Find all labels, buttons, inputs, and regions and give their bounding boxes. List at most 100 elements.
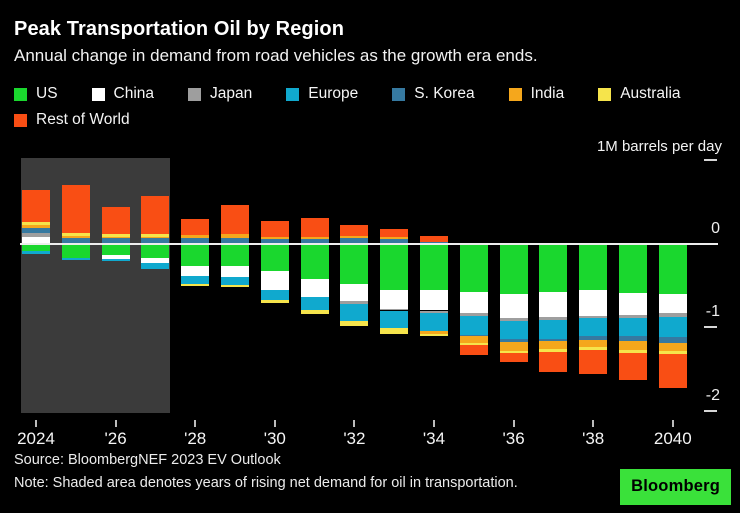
legend: US China Japan Europe S. Korea India Australia… bbox=[14, 84, 714, 130]
bar-segment-japan-2033 bbox=[380, 308, 409, 311]
chart-title: Peak Transportation Oil by Region bbox=[14, 18, 345, 40]
bar-segment-s-korea-2031 bbox=[300, 239, 329, 244]
legend-label: China bbox=[113, 85, 155, 102]
x-tick-26 bbox=[114, 420, 117, 427]
bar-segment-china-2040 bbox=[658, 293, 687, 313]
y-tick-1 bbox=[704, 158, 717, 161]
bar-segment-europe-2039 bbox=[619, 318, 647, 337]
bar-segment-australia-2025 bbox=[61, 232, 90, 236]
bar-segment-europe-2040 bbox=[658, 317, 687, 338]
bar-segment-europe-2034 bbox=[420, 313, 448, 331]
bar-segment-europe-2031 bbox=[300, 297, 329, 310]
bar-segment-rest-of-world-2032 bbox=[340, 225, 369, 236]
bar-segment-s-korea-2025 bbox=[61, 238, 90, 244]
bar-segment-rest-of-world-2024 bbox=[22, 189, 50, 222]
bar-segment-china-2037 bbox=[539, 292, 568, 318]
bar-segment-india-2039 bbox=[619, 341, 647, 350]
bar-segment-china-2027 bbox=[141, 257, 170, 263]
bar-segment-europe-2025 bbox=[61, 257, 90, 261]
bar-segment-china-2035 bbox=[459, 292, 488, 313]
bar-segment-europe-2027 bbox=[141, 262, 170, 269]
bar-segment-rest-of-world-2036 bbox=[499, 353, 528, 363]
bar-segment-europe-2038 bbox=[579, 318, 608, 336]
x-tick-label-30: '30 bbox=[263, 429, 286, 448]
legend-item-europe: Europe bbox=[286, 84, 358, 104]
legend-swatch bbox=[91, 87, 105, 101]
bar-segment-us-2037 bbox=[539, 243, 568, 293]
bar-segment-australia-2032 bbox=[340, 320, 369, 326]
bar-segment-us-2029 bbox=[221, 243, 249, 267]
x-tick-label-36: '36 bbox=[502, 429, 525, 448]
y-tick--1 bbox=[704, 326, 717, 329]
bar-segment-india-2033 bbox=[380, 236, 409, 240]
bar-segment-europe-2033 bbox=[380, 310, 409, 329]
bar-segment-us-2038 bbox=[579, 243, 608, 291]
bar-segment-europe-2037 bbox=[539, 319, 568, 339]
x-tick-30 bbox=[273, 420, 276, 427]
bar-segment-india-2034 bbox=[420, 330, 448, 334]
x-tick-label-26: '26 bbox=[104, 429, 127, 448]
bar-segment-india-2040 bbox=[658, 343, 687, 351]
legend-swatch bbox=[14, 113, 27, 127]
bar-segment-india-2027 bbox=[141, 236, 170, 239]
bar-segment-china-2039 bbox=[619, 292, 647, 315]
zero-baseline bbox=[20, 242, 718, 245]
x-tick-label-38: '38 bbox=[582, 429, 605, 448]
bar-segment-europe-2026 bbox=[101, 258, 130, 262]
bar-segment-australia-2034 bbox=[420, 333, 448, 337]
legend-label: Rest of World bbox=[36, 111, 130, 128]
bar-segment-us-2036 bbox=[499, 243, 528, 294]
bar-segment-s-korea-2026 bbox=[101, 238, 130, 244]
bar-segment-rest-of-world-2040 bbox=[658, 354, 687, 388]
y-tick-label-0: 0 bbox=[711, 219, 720, 237]
bar-segment-china-2033 bbox=[380, 290, 409, 309]
legend-swatch bbox=[286, 87, 300, 101]
legend-swatch bbox=[598, 87, 612, 101]
bar-segment-china-2036 bbox=[499, 293, 528, 319]
bar-segment-china-2032 bbox=[340, 283, 369, 302]
x-tick-32 bbox=[353, 420, 356, 427]
bar-segment-japan-2035 bbox=[459, 313, 488, 316]
bar-segment-japan-2037 bbox=[539, 317, 568, 320]
bar-segment-europe-2032 bbox=[340, 303, 369, 321]
bar-segment-china-2030 bbox=[260, 271, 289, 290]
source-text: Source: BloombergNEF 2023 EV Outlook bbox=[14, 452, 281, 468]
bar-segment-china-2024 bbox=[22, 236, 50, 244]
legend-label: S. Korea bbox=[414, 85, 475, 102]
bar-segment-us-2031 bbox=[300, 243, 329, 279]
bloomberg-logo: Bloomberg bbox=[620, 469, 731, 505]
bar-segment-europe-2029 bbox=[221, 277, 249, 285]
bar-segment-australia-2039 bbox=[619, 349, 647, 354]
bar-segment-australia-2030 bbox=[260, 300, 289, 303]
bar-segment-s-korea-2040 bbox=[658, 337, 687, 344]
bar-segment-rest-of-world-2025 bbox=[61, 184, 90, 233]
bar-segment-australia-2035 bbox=[459, 343, 488, 345]
bar-segment-japan-2038 bbox=[579, 315, 608, 319]
bar-segment-rest-of-world-2035 bbox=[459, 344, 488, 355]
x-tick-label-34: '34 bbox=[422, 429, 446, 448]
bar-segment-us-2035 bbox=[459, 243, 488, 293]
bar-segment-china-2026 bbox=[101, 255, 130, 259]
bar-segment-europe-2028 bbox=[181, 276, 210, 284]
x-tick-36 bbox=[512, 420, 515, 427]
legend-swatch bbox=[392, 87, 406, 101]
y-tick-label--1: -1 bbox=[705, 303, 720, 321]
bar-segment-rest-of-world-2029 bbox=[221, 204, 249, 235]
y-axis-unit-label: 1M barrels per day bbox=[596, 138, 722, 155]
bar-segment-us-2025 bbox=[61, 243, 90, 258]
legend-item-s-korea: S. Korea bbox=[392, 84, 475, 104]
bar-segment-australia-2033 bbox=[380, 328, 409, 334]
bar-segment-australia-2038 bbox=[579, 347, 608, 350]
bar-segment-rest-of-world-2026 bbox=[101, 206, 130, 235]
bar-segment-europe-2036 bbox=[499, 320, 528, 339]
bar-segment-us-2028 bbox=[181, 243, 210, 267]
bar-segment-japan-2024 bbox=[22, 233, 50, 237]
bar-segment-rest-of-world-2031 bbox=[300, 218, 329, 237]
legend-item-japan: Japan bbox=[188, 84, 252, 104]
chart-subtitle: Annual change in demand from road vehicl… bbox=[14, 46, 538, 65]
bar-segment-us-2032 bbox=[340, 243, 369, 284]
bar-segment-india-2038 bbox=[579, 339, 608, 348]
legend-item-us: US bbox=[14, 84, 58, 104]
bar-segment-australia-2029 bbox=[221, 284, 249, 288]
legend-swatch bbox=[14, 87, 27, 101]
